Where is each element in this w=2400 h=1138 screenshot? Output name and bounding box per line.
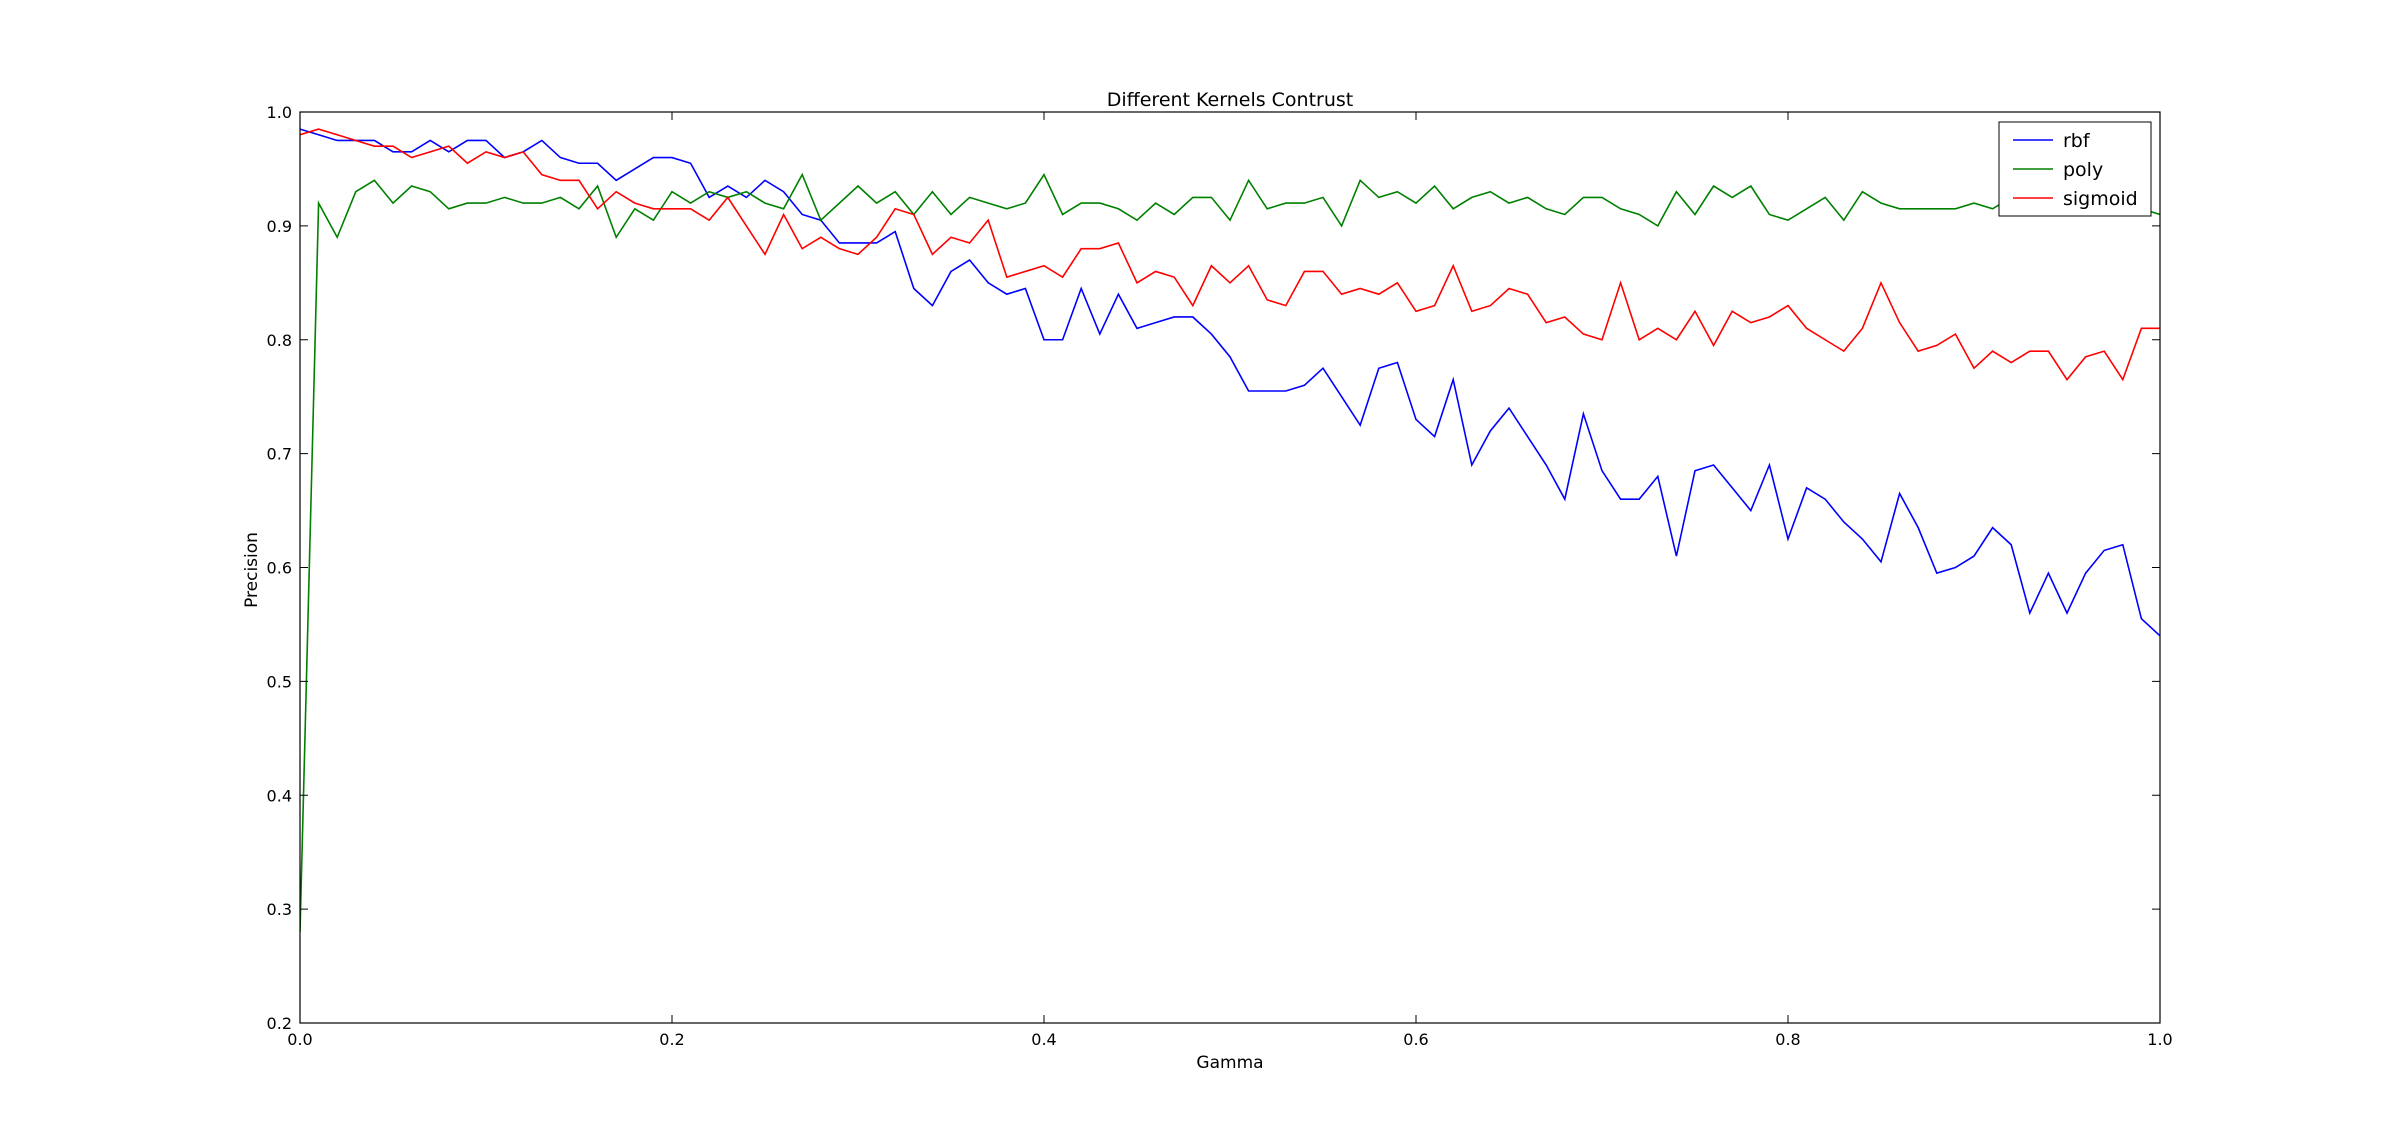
y-tick-label: 0.9 (267, 217, 292, 236)
y-tick-label: 0.6 (267, 559, 292, 578)
chart-title: Different Kernels Contrust (1107, 89, 1354, 111)
x-tick-label: 0.6 (1403, 1030, 1428, 1049)
x-tick-label: 1.0 (2147, 1030, 2172, 1049)
y-tick-label: 0.8 (267, 331, 292, 350)
series-line-poly (300, 172, 2160, 932)
x-tick-label: 0.2 (659, 1030, 684, 1049)
y-tick-label: 0.4 (267, 786, 292, 805)
x-axis-label: Gamma (1196, 1053, 1263, 1073)
x-tick-label: 0.8 (1775, 1030, 1800, 1049)
series-line-rbf (300, 128, 2160, 637)
legend-label-rbf: rbf (2063, 130, 2091, 152)
legend-label-sigmoid: sigmoid (2063, 188, 2138, 210)
y-tick-label: 0.3 (267, 900, 292, 919)
y-tick-label: 0.2 (267, 1014, 292, 1033)
y-tick-label: 0.5 (267, 672, 292, 691)
legend-label-poly: poly (2063, 159, 2103, 181)
plot-background (300, 112, 2160, 1023)
y-tick-label: 1.0 (267, 103, 292, 122)
x-tick-label: 0.4 (1031, 1030, 1056, 1049)
legend: rbf poly sigmoid (1998, 121, 2152, 217)
plot-area (300, 112, 2160, 1023)
axes-layer: 0.0 0.2 0.4 0.6 0.8 1.00.20.30.40.50.60.70.80… (267, 103, 2173, 1049)
y-axis-label: Precision (242, 532, 262, 608)
y-tick-label: 0.7 (267, 445, 292, 464)
series-layer (300, 128, 2160, 932)
x-tick-label: 0.0 (287, 1030, 312, 1049)
series-line-sigmoid (300, 128, 2160, 382)
